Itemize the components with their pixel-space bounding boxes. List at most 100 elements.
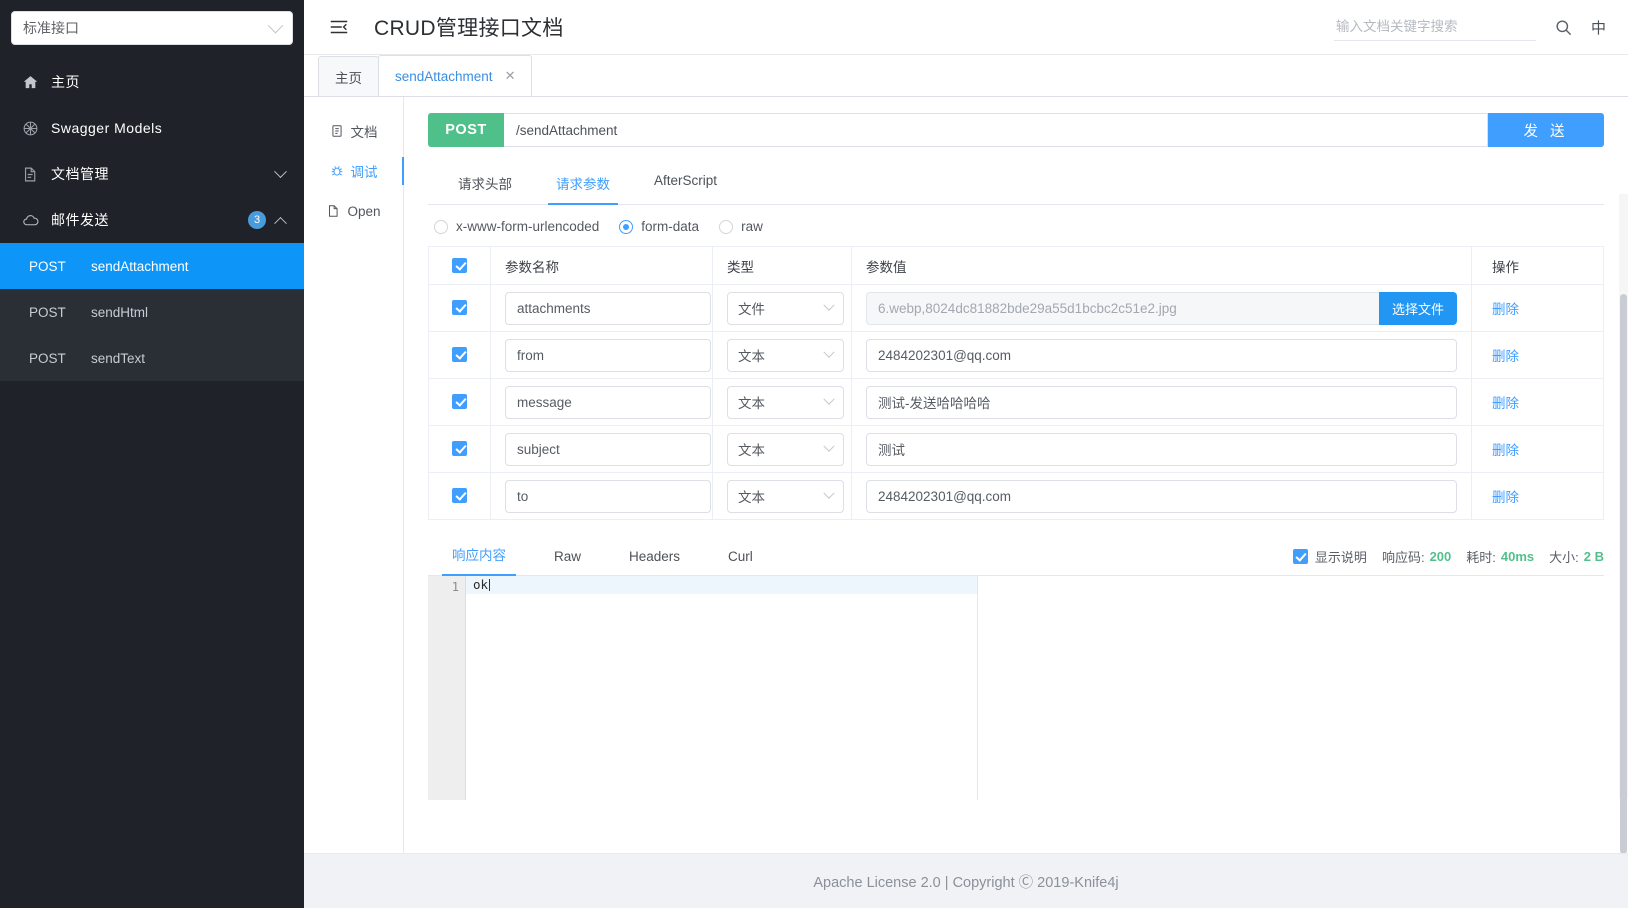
row-name-cell	[490, 472, 713, 520]
editor-line-numbers: 1	[428, 576, 466, 800]
row-checkbox[interactable]	[452, 488, 467, 504]
api-group-select-value: 标准接口	[23, 20, 79, 36]
param-type-select[interactable]: 文本	[727, 432, 844, 466]
chevron-down-icon	[823, 346, 835, 358]
sidebar-api-sendtext[interactable]: POST sendText	[0, 335, 304, 381]
param-type-select[interactable]: 文本	[727, 338, 844, 372]
param-type-select[interactable]: 文本	[727, 385, 844, 419]
row-checkbox[interactable]	[452, 300, 467, 316]
tab-document[interactable]: 文档	[304, 111, 403, 151]
tab-home[interactable]: 主页	[318, 56, 379, 96]
elapsed-time-value: 40ms	[1500, 549, 1535, 564]
search-icon[interactable]	[1554, 18, 1573, 37]
param-value-input[interactable]	[866, 338, 1457, 372]
text-caret	[489, 579, 491, 591]
delete-row-button[interactable]: 删除	[1492, 301, 1519, 317]
response-body-editor[interactable]: 1 ok	[428, 576, 1604, 800]
request-url-input[interactable]	[504, 113, 1488, 147]
elapsed-time-label: 耗时:	[1466, 550, 1496, 565]
workspace: 文档 调试 Open POST	[304, 97, 1628, 853]
radio-circle-icon	[719, 219, 734, 234]
row-value-cell	[851, 472, 1472, 520]
delete-row-button[interactable]: 删除	[1492, 442, 1519, 458]
value-wrapper	[866, 385, 1471, 419]
api-group-select[interactable]: 标准接口	[11, 11, 293, 45]
chevron-down-icon	[823, 487, 835, 499]
status-code-value: 200	[1429, 549, 1452, 564]
tab-sendattachment[interactable]: sendAttachment ✕	[378, 55, 533, 96]
row-value-cell: 6.webp,8024dc81882bde29a55d1bcbc2c51e2.j…	[851, 284, 1472, 332]
row-checkbox[interactable]	[452, 394, 467, 410]
delete-row-button[interactable]: 删除	[1492, 348, 1519, 364]
table-row: 文本 删除	[428, 378, 1604, 426]
row-name-cell	[490, 425, 713, 473]
sidebar-item-mail-send[interactable]: 邮件发送 3	[0, 197, 304, 243]
left-sidebar: 标准接口 主页 Swagger Models 文	[0, 0, 304, 908]
param-name-input[interactable]	[505, 338, 711, 372]
row-type-cell: 文本	[712, 472, 852, 520]
param-value-input[interactable]	[866, 432, 1457, 466]
radio-form-data[interactable]: form-data	[619, 219, 699, 234]
response-status-bar: 显示说明 响应码: 200 耗时: 40ms 大小: 2 B	[1292, 547, 1604, 575]
main-scrollbar-track[interactable]	[1619, 194, 1628, 853]
chevron-down-icon	[823, 440, 835, 452]
tab-open[interactable]: Open	[304, 191, 403, 231]
delete-row-button[interactable]: 删除	[1492, 489, 1519, 505]
row-checkbox[interactable]	[452, 441, 467, 457]
row-checkbox[interactable]	[452, 347, 467, 363]
tab-request-headers[interactable]: 请求头部	[458, 177, 512, 192]
select-all-checkbox[interactable]	[452, 258, 467, 274]
param-value-input[interactable]	[866, 479, 1457, 513]
param-type-select[interactable]: 文本	[727, 479, 844, 513]
bug-icon	[330, 164, 344, 178]
row-value-cell	[851, 378, 1472, 426]
param-name-input[interactable]	[505, 432, 711, 466]
row-name-cell	[490, 331, 713, 379]
collapse-menu-icon[interactable]	[328, 16, 350, 38]
row-name-cell	[490, 378, 713, 426]
show-description-checkbox[interactable]	[1292, 549, 1308, 564]
tab-response-body[interactable]: 响应内容	[428, 534, 530, 576]
param-name-input[interactable]	[505, 385, 711, 419]
sidebar-api-sendattachment[interactable]: POST sendAttachment	[0, 243, 304, 289]
search-input[interactable]	[1333, 13, 1536, 41]
row-select-cell	[428, 378, 491, 426]
sidebar-item-doc-management[interactable]: 文档管理	[0, 151, 304, 197]
tab-afterscript[interactable]: AfterScript	[654, 173, 718, 188]
param-type-select[interactable]: 文件	[727, 291, 844, 325]
file-value-wrapper: 6.webp,8024dc81882bde29a55d1bcbc2c51e2.j…	[866, 291, 1471, 325]
delete-row-button[interactable]: 删除	[1492, 395, 1519, 411]
page-title: CRUD管理接口文档	[374, 17, 564, 40]
close-icon[interactable]: ✕	[504, 68, 516, 83]
param-value-input[interactable]	[866, 385, 1457, 419]
row-type-cell: 文本	[712, 378, 852, 426]
table-header-row: 参数名称 类型 参数值 操作	[428, 246, 1604, 285]
tab-debug[interactable]: 调试	[304, 151, 404, 191]
tab-response-curl[interactable]: Curl	[728, 549, 753, 564]
editor-code-area[interactable]: ok	[466, 576, 1604, 800]
value-wrapper	[866, 479, 1471, 513]
tab-request-params[interactable]: 请求参数	[534, 163, 632, 205]
row-value-cell	[851, 331, 1472, 379]
tab-response-raw[interactable]: Raw	[554, 549, 582, 564]
radio-x-www-form-urlencoded[interactable]: x-www-form-urlencoded	[434, 219, 599, 234]
param-name-input[interactable]	[505, 479, 711, 513]
radio-raw[interactable]: raw	[719, 219, 763, 234]
send-button[interactable]: 发 送	[1488, 113, 1604, 147]
param-name-input[interactable]	[505, 291, 711, 325]
param-type-value: 文本	[738, 490, 765, 505]
debug-panel: POST 发 送 请求头部 请求参数 AfterScript x-www-for…	[404, 97, 1628, 853]
home-icon	[19, 73, 41, 91]
sidebar-item-home[interactable]: 主页	[0, 59, 304, 105]
status-code-label: 响应码:	[1381, 550, 1425, 565]
sidebar-api-sendhtml[interactable]: POST sendHtml	[0, 289, 304, 335]
tab-response-headers[interactable]: Headers	[629, 549, 681, 564]
param-type-value: 文件	[738, 302, 765, 317]
choose-file-button[interactable]: 选择文件	[1379, 291, 1457, 325]
main-scrollbar-thumb[interactable]	[1620, 294, 1627, 853]
header-right-group: 中	[1333, 13, 1606, 41]
radio-label: raw	[741, 219, 763, 234]
sidebar-item-swagger-models[interactable]: Swagger Models	[0, 105, 304, 151]
language-switch[interactable]: 中	[1590, 19, 1606, 37]
sidebar-menu: 主页 Swagger Models 文档管理 邮件发送	[0, 59, 304, 381]
